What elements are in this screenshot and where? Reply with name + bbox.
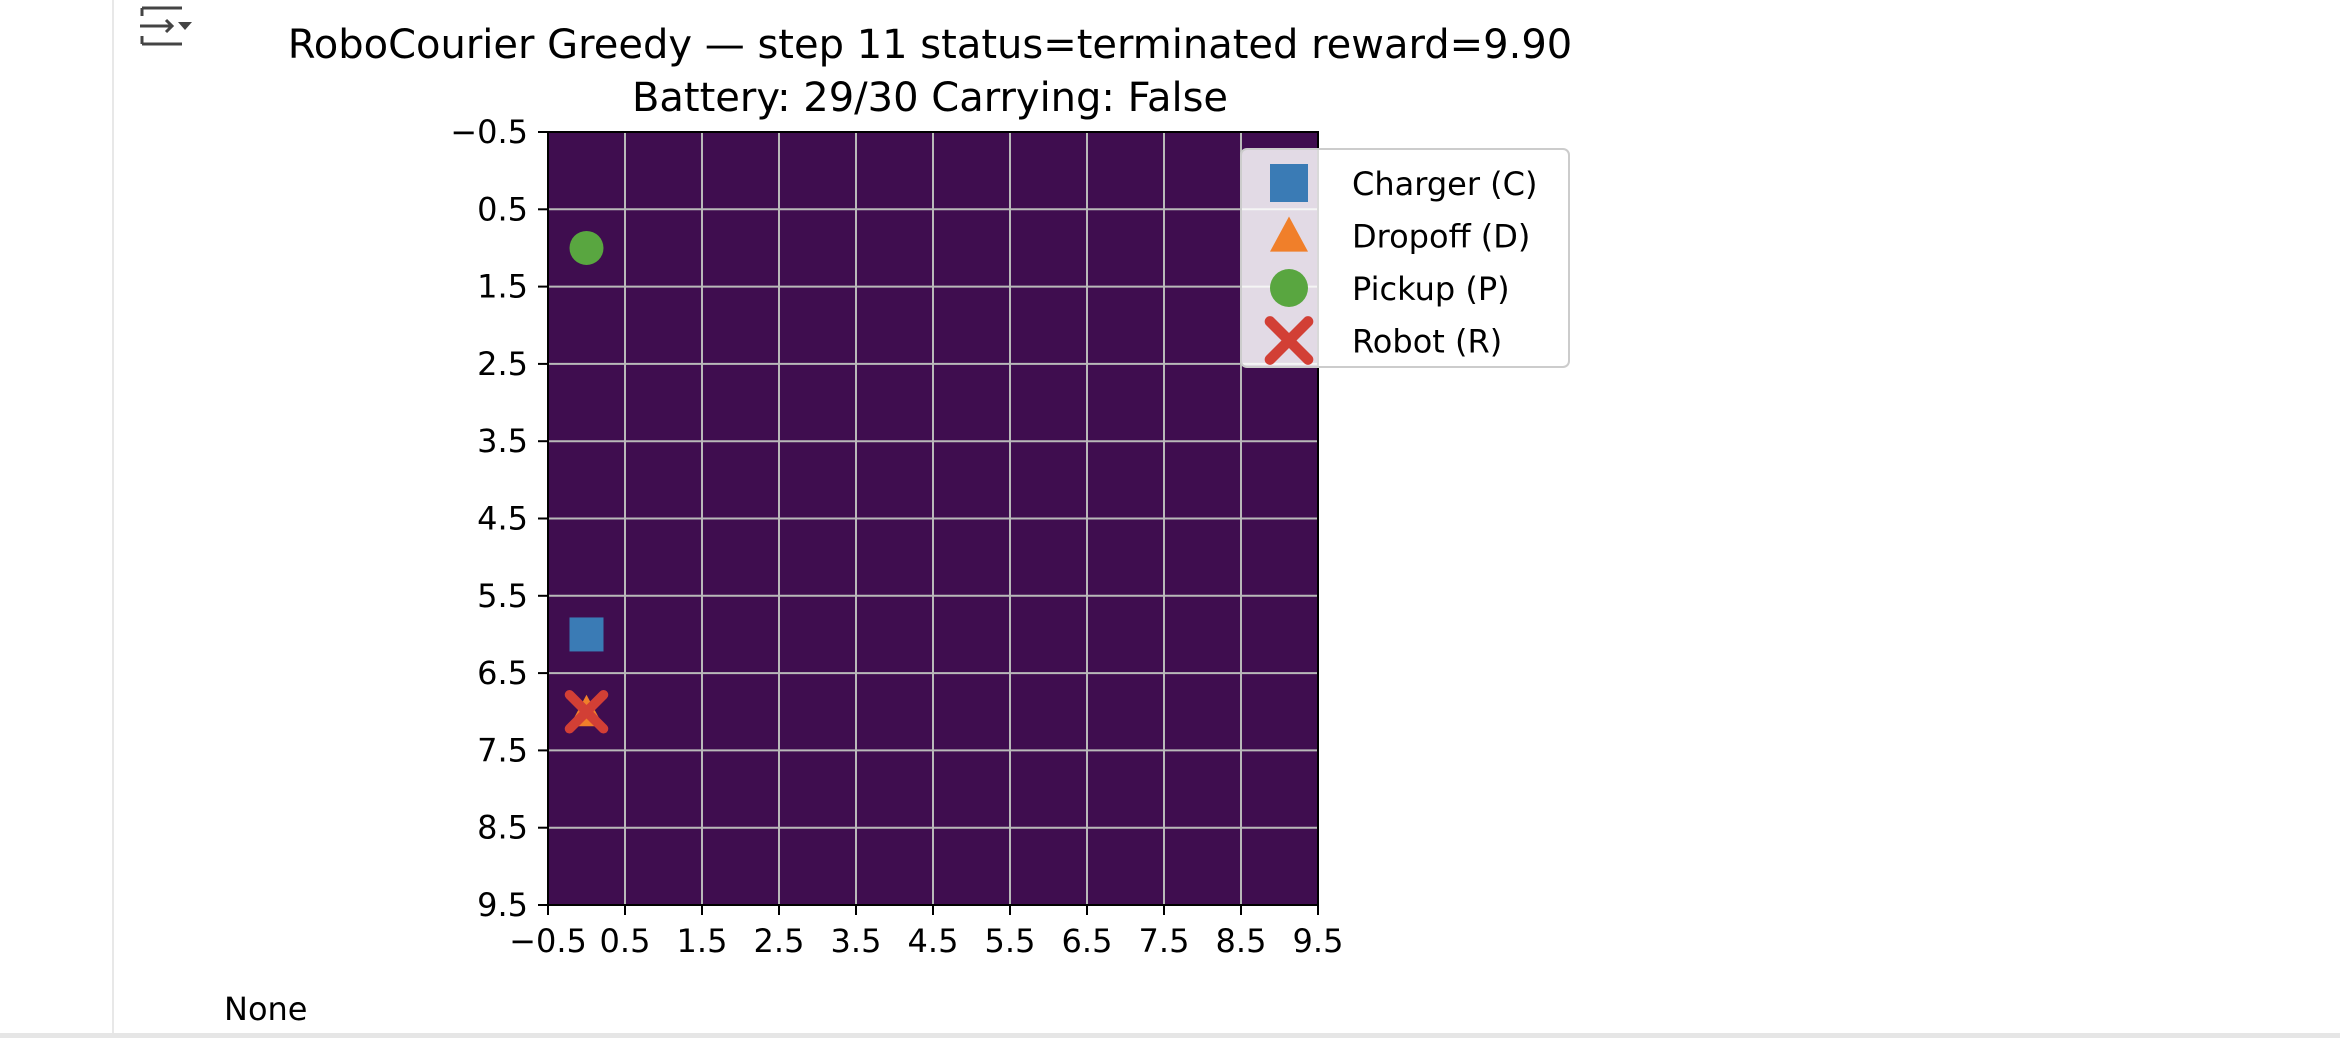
legend-robot-swatch [1264,316,1314,365]
legend: Charger (C) Dropoff (D) Pickup (P) Robot (R… [1240,148,1570,368]
legend-dropoff-label: Dropoff (D) [1352,218,1530,256]
x-tick-label: 5.5 [985,922,1036,960]
output-collapse-icon[interactable] [138,4,194,48]
robot-marker [564,689,609,734]
y-tick-label: 6.5 [477,654,528,692]
axes: −0.5 0.5 1.5 2.5 3.5 4.5 5.5 6.5 7.5 8.5 9.5−0.50.… [450,113,1343,960]
legend-charger-swatch [1270,164,1308,202]
x-tick-label: −0.5 [509,922,587,960]
cell-output-text: None [224,990,308,1028]
x-tick-label: 3.5 [831,922,882,960]
x-tick-label: 2.5 [754,922,805,960]
pickup-marker [569,230,604,265]
charger-marker [569,617,604,652]
y-tick-label: −0.5 [450,113,528,151]
chart-figure: RoboCourier Greedy — step 11 status=term… [288,22,1572,960]
y-tick-label: 0.5 [477,190,528,228]
legend-pickup-swatch [1270,269,1308,307]
legend-dropoff-swatch [1270,216,1308,252]
y-tick-label: 3.5 [477,422,528,460]
y-tick-label: 5.5 [477,577,528,615]
chart-title: RoboCourier Greedy — step 11 status=term… [288,22,1572,68]
legend-robot-label: Robot (R) [1352,323,1502,361]
robot-marker-stroke [564,689,609,734]
cell-gutter-divider [112,0,114,1038]
x-tick-label: 6.5 [1062,922,1113,960]
y-tick-label: 2.5 [477,345,528,383]
bottom-divider [0,1033,2340,1038]
legend-robot-swatch-stroke [1264,316,1314,365]
legend-charger-label: Charger (C) [1352,165,1537,203]
y-tick-label: 1.5 [477,268,528,306]
x-tick-label: 8.5 [1216,922,1267,960]
y-tick-label: 7.5 [477,731,528,769]
x-tick-label: 0.5 [600,922,651,960]
chart-subtitle: Battery: 29/30 Carrying: False [632,75,1228,121]
x-tick-label: 7.5 [1139,922,1190,960]
x-tick-label: 1.5 [677,922,728,960]
legend-box [1240,148,1570,368]
x-tick-label: 9.5 [1293,922,1344,960]
legend-pickup-label: Pickup (P) [1352,270,1510,308]
y-tick-label: 9.5 [477,886,528,924]
y-tick-label: 4.5 [477,500,528,538]
chart-svg: RoboCourier Greedy — step 11 status=term… [288,22,1572,960]
data-markers [564,230,609,734]
x-tick-label: 4.5 [908,922,959,960]
y-tick-label: 8.5 [477,809,528,847]
